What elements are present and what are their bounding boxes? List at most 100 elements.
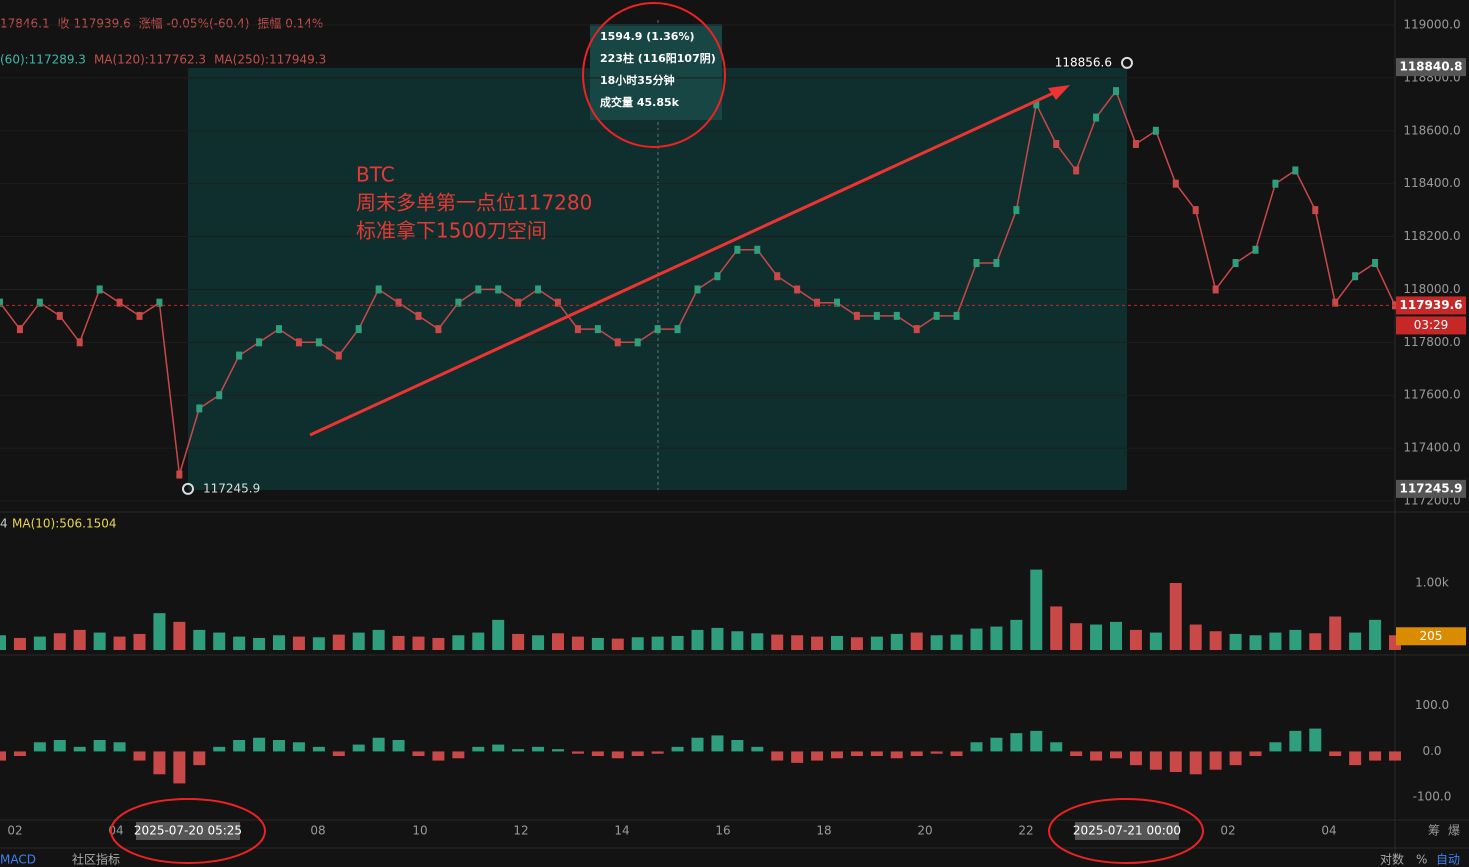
candle — [116, 298, 123, 307]
volume-bar — [811, 636, 824, 650]
time-cursor: 2025-07-21 00:00 — [1073, 824, 1181, 838]
volume-bar — [253, 637, 266, 650]
candle — [256, 338, 263, 347]
candle — [1053, 140, 1060, 148]
macd-bar — [1349, 751, 1362, 766]
macd-bar — [73, 746, 86, 752]
time-cursor-tag — [1075, 822, 1179, 840]
header-text: 收 117939.6 — [58, 17, 131, 31]
macd-bar — [751, 746, 764, 752]
candle — [196, 404, 203, 413]
volume-bar — [472, 632, 485, 650]
volume-bar — [213, 632, 226, 650]
volume-bar — [990, 626, 1003, 650]
macd-bar — [0, 751, 6, 761]
macd-bar — [512, 749, 525, 752]
volume-bar — [950, 634, 963, 650]
time-label: 22 — [1018, 824, 1033, 838]
time-label: 08 — [310, 824, 325, 838]
volume-bar — [731, 631, 744, 650]
candle — [1073, 166, 1080, 175]
annotation: 标准拿下1500刀空间 — [356, 219, 547, 243]
candle — [236, 351, 243, 360]
macd-bar — [233, 740, 246, 752]
volume-bar — [332, 634, 345, 650]
volume-bar — [1010, 619, 1023, 650]
macd-bar — [412, 751, 425, 756]
volume-bar — [233, 636, 246, 650]
macd-bar — [611, 751, 624, 759]
macd-bar — [1329, 751, 1342, 756]
volume-bar — [552, 633, 564, 650]
candle — [276, 325, 282, 334]
volume-bar — [153, 613, 166, 650]
candle — [933, 311, 940, 320]
volume-bar — [651, 636, 664, 650]
macd-bar — [492, 744, 505, 752]
candle — [754, 245, 761, 254]
volume-bar — [831, 635, 843, 650]
price-tag — [1396, 479, 1466, 498]
time-label: 04 — [1321, 824, 1336, 838]
macd-bar — [292, 742, 305, 752]
candle — [76, 338, 83, 347]
macd-bar — [870, 751, 883, 756]
header-text: 涨幅 -0.05%(-60.4) — [139, 16, 250, 31]
volume-bar — [850, 637, 863, 650]
measure-box — [590, 24, 722, 120]
annotation: 周末多单第一点位117280 — [356, 191, 592, 215]
volume-bar — [1169, 583, 1182, 650]
macd-bar — [1090, 751, 1103, 761]
volume-bar — [1349, 632, 1362, 650]
volume-bar — [113, 636, 126, 650]
time-label: 14 — [614, 824, 629, 838]
volume-bar — [1229, 633, 1242, 650]
volume-bar — [691, 629, 704, 650]
price-tick-label: 118600.0 — [1403, 123, 1460, 137]
candle — [16, 325, 23, 334]
price-tag — [1396, 58, 1466, 77]
corner-button: 筹 — [1428, 824, 1440, 838]
candle — [574, 325, 581, 334]
arrow-head — [1048, 85, 1070, 100]
volume-bar — [910, 632, 923, 650]
low-marker — [182, 482, 194, 495]
volume-bar — [73, 629, 86, 650]
candle — [1113, 87, 1119, 96]
macd-bar — [193, 751, 206, 766]
candle — [1093, 113, 1100, 122]
macd-bar — [332, 751, 345, 756]
candle — [774, 272, 781, 281]
volume-bar — [870, 636, 883, 650]
candle — [893, 311, 900, 320]
candle — [136, 311, 143, 320]
macd-bar — [1050, 742, 1063, 752]
macd-bar — [432, 751, 445, 761]
candle — [853, 311, 860, 320]
macd-bar — [213, 746, 226, 752]
volume-bar — [1209, 631, 1222, 650]
candle — [1312, 206, 1319, 215]
candle — [1392, 301, 1398, 310]
macd-bar — [890, 751, 903, 759]
time-label: 10 — [412, 824, 427, 838]
candle — [694, 285, 701, 294]
macd-bar — [253, 737, 266, 752]
volume-bar — [33, 636, 46, 650]
macd-bar — [552, 749, 564, 752]
candle — [1252, 245, 1259, 254]
time-cursor: 2025-07-20 05:25 — [134, 824, 242, 838]
macd-bar — [771, 751, 784, 761]
volume-bar — [1070, 623, 1083, 650]
macd-bar — [691, 737, 704, 752]
volume-bar — [1329, 616, 1342, 650]
countdown: 03:29 — [1414, 318, 1449, 332]
candle — [1292, 166, 1299, 175]
macd-bar — [850, 751, 863, 756]
macd-tick-label: 0.0 — [1422, 744, 1441, 758]
header-text: 17846.1 — [0, 17, 50, 31]
price-tick-label: 117800.0 — [1403, 335, 1460, 349]
candle — [1192, 206, 1199, 215]
macd-bar — [1010, 733, 1023, 752]
volume-bar — [1249, 635, 1262, 650]
